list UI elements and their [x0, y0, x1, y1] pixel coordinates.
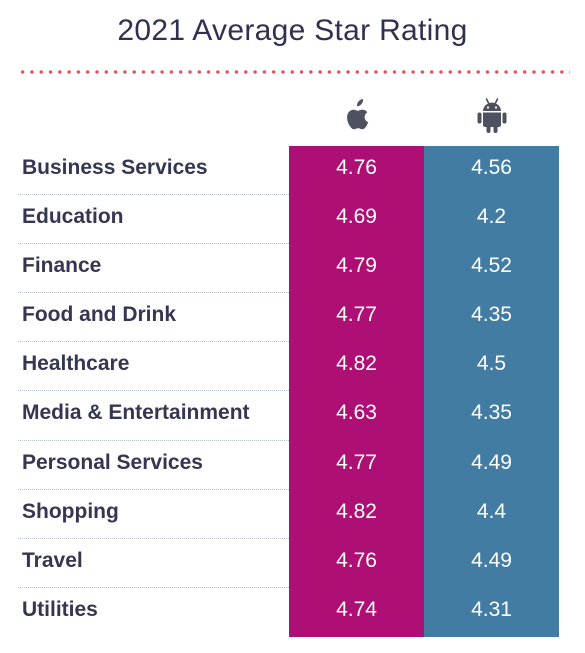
ios-rating-value: 4.74 [336, 597, 377, 621]
android-rating-value: 4.49 [471, 450, 512, 474]
android-rating-value: 4.35 [471, 303, 512, 327]
category-label: Travel [22, 548, 83, 572]
table-row: Business Services 4.76 4.56 [0, 146, 585, 196]
ios-column-background [289, 146, 424, 637]
android-column-background [424, 146, 559, 637]
category-label: Finance [22, 254, 102, 278]
ios-rating-value: 4.77 [336, 303, 377, 327]
android-rating-value: 4.49 [471, 548, 512, 572]
row-divider [18, 488, 289, 490]
category-label: Shopping [22, 499, 119, 523]
category-label: Personal Services [22, 450, 203, 474]
row-divider [18, 292, 289, 294]
row-divider [18, 341, 289, 343]
android-rating-value: 4.31 [471, 597, 512, 621]
table-row: Food and Drink 4.77 4.35 [0, 293, 585, 343]
rating-table: Business Services 4.76 4.56 Education 4.69 4.… [0, 146, 585, 637]
ios-rating-value: 4.63 [336, 401, 377, 425]
android-rating-value: 4.4 [476, 499, 507, 523]
ios-rating-value: 4.82 [336, 352, 377, 376]
android-rating-value: 4.52 [471, 254, 512, 278]
android-icon [424, 96, 559, 136]
table-row: Finance 4.79 4.52 [0, 244, 585, 294]
table-row: Media & Entertainment 4.63 4.35 [0, 391, 585, 441]
android-rating-value: 4.2 [476, 205, 507, 229]
table-row: Personal Services 4.77 4.49 [0, 441, 585, 490]
android-rating-value: 4.35 [471, 401, 512, 425]
row-divider [18, 586, 289, 588]
row-divider [18, 537, 289, 539]
title-dotted-rule [18, 70, 570, 74]
category-label: Business Services [22, 156, 208, 179]
category-label: Food and Drink [22, 303, 176, 327]
chart-title: 2021 Average Star Rating [117, 14, 468, 47]
ios-rating-value: 4.76 [336, 548, 377, 572]
category-label: Healthcare [22, 352, 130, 376]
android-robot-svg [477, 98, 506, 133]
android-rating-value: 4.5 [476, 352, 507, 376]
row-divider [18, 439, 289, 441]
table-row: Shopping 4.82 4.4 [0, 490, 585, 539]
category-label: Education [22, 205, 124, 229]
row-divider [18, 194, 289, 196]
apple-icon [289, 96, 424, 136]
category-label: Media & Entertainment [22, 401, 250, 425]
table-row: Travel 4.76 4.49 [0, 539, 585, 588]
row-divider [18, 243, 289, 245]
ios-rating-value: 4.82 [336, 499, 377, 523]
ios-rating-value: 4.69 [336, 205, 377, 229]
android-rating-value: 4.56 [471, 156, 512, 179]
row-divider [18, 390, 289, 392]
category-label: Utilities [22, 597, 98, 621]
apple-logo-svg [346, 99, 368, 130]
ios-rating-value: 4.79 [336, 254, 377, 278]
table-row: Utilities 4.74 4.31 [0, 588, 585, 637]
table-row: Education 4.69 4.2 [0, 195, 585, 245]
ios-rating-value: 4.76 [336, 156, 377, 179]
ios-rating-value: 4.77 [336, 450, 377, 474]
table-row: Healthcare 4.82 4.5 [0, 342, 585, 392]
